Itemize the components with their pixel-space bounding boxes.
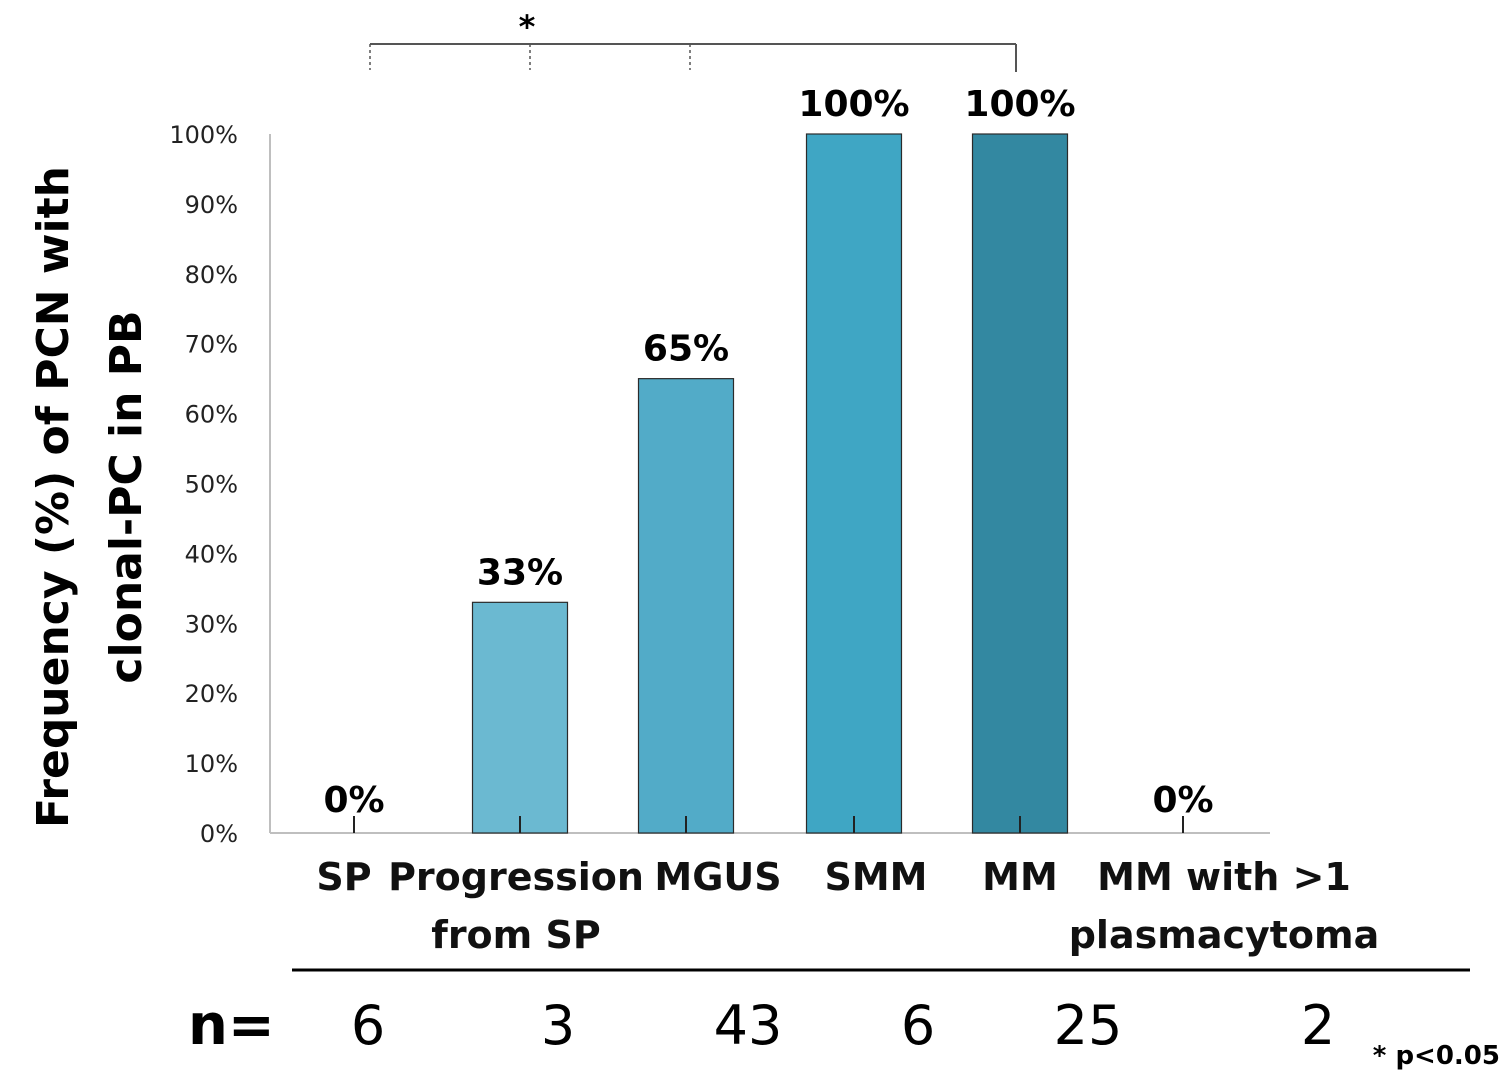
y-tick-label: 20% bbox=[185, 680, 238, 708]
category-labels: SP Progression from SP MGUS SMM MM MM with >1 p… bbox=[316, 855, 1379, 957]
sample-size-row: n= 6 3 43 6 25 2 bbox=[188, 968, 1470, 1058]
significance-footnote: * p<0.05 bbox=[1373, 1041, 1500, 1071]
y-tick-label: 90% bbox=[185, 191, 238, 219]
bar-2 bbox=[637, 378, 735, 834]
significance-bracket: * bbox=[369, 8, 1017, 72]
y-tick-label: 70% bbox=[185, 331, 238, 359]
n-value: 6 bbox=[901, 994, 935, 1057]
data-label: 0% bbox=[1152, 780, 1213, 821]
category-label: MM bbox=[982, 855, 1058, 899]
category-label: Progression bbox=[388, 855, 644, 899]
data-label: 33% bbox=[477, 552, 563, 593]
bar-4 bbox=[971, 133, 1069, 834]
y-tick-label: 30% bbox=[185, 610, 238, 638]
category-label: from SP bbox=[431, 913, 600, 957]
y-tick-label: 10% bbox=[185, 750, 238, 778]
category-label: MGUS bbox=[654, 855, 781, 899]
y-tick-label: 50% bbox=[185, 471, 238, 499]
category-label: SMM bbox=[825, 855, 928, 899]
category-label: SP bbox=[316, 855, 371, 899]
bars bbox=[471, 133, 1069, 834]
data-label: 100% bbox=[798, 84, 909, 125]
y-tick-label: 80% bbox=[185, 261, 238, 289]
n-value: 2 bbox=[1301, 994, 1335, 1057]
x-axis-ticks bbox=[353, 816, 1184, 833]
category-label: plasmacytoma bbox=[1069, 913, 1380, 957]
y-axis-label-line-1: clonal-PC in PB bbox=[101, 310, 152, 683]
significance-star: * bbox=[519, 8, 536, 46]
n-value: 25 bbox=[1054, 994, 1123, 1057]
n-value: 3 bbox=[541, 994, 575, 1057]
data-label: 65% bbox=[643, 329, 729, 370]
y-axis-label-line-0: Frequency (%) of PCN with bbox=[28, 166, 79, 828]
y-tick-label: 100% bbox=[169, 121, 238, 149]
y-tick-label: 0% bbox=[200, 820, 238, 848]
y-tick-label: 40% bbox=[185, 540, 238, 568]
bar-3 bbox=[805, 133, 903, 834]
axes bbox=[269, 134, 1270, 834]
y-tick-label: 60% bbox=[185, 401, 238, 429]
n-value: 6 bbox=[351, 994, 385, 1057]
data-label: 100% bbox=[964, 84, 1075, 125]
n-prefix-label: n= bbox=[188, 993, 275, 1058]
n-value: 43 bbox=[714, 994, 783, 1057]
data-label: 0% bbox=[323, 780, 384, 821]
bar-1 bbox=[471, 601, 569, 834]
y-axis-ticks: 0% 10% 20% 30% 40% 50% 60% 70% 80% 90% 100% bbox=[169, 121, 238, 848]
category-label: MM with >1 bbox=[1097, 855, 1351, 899]
data-labels: 0% 33% 65% 100% 100% 0% bbox=[323, 84, 1213, 821]
y-axis-label: Frequency (%) of PCN with clonal-PC in PB bbox=[28, 166, 152, 828]
